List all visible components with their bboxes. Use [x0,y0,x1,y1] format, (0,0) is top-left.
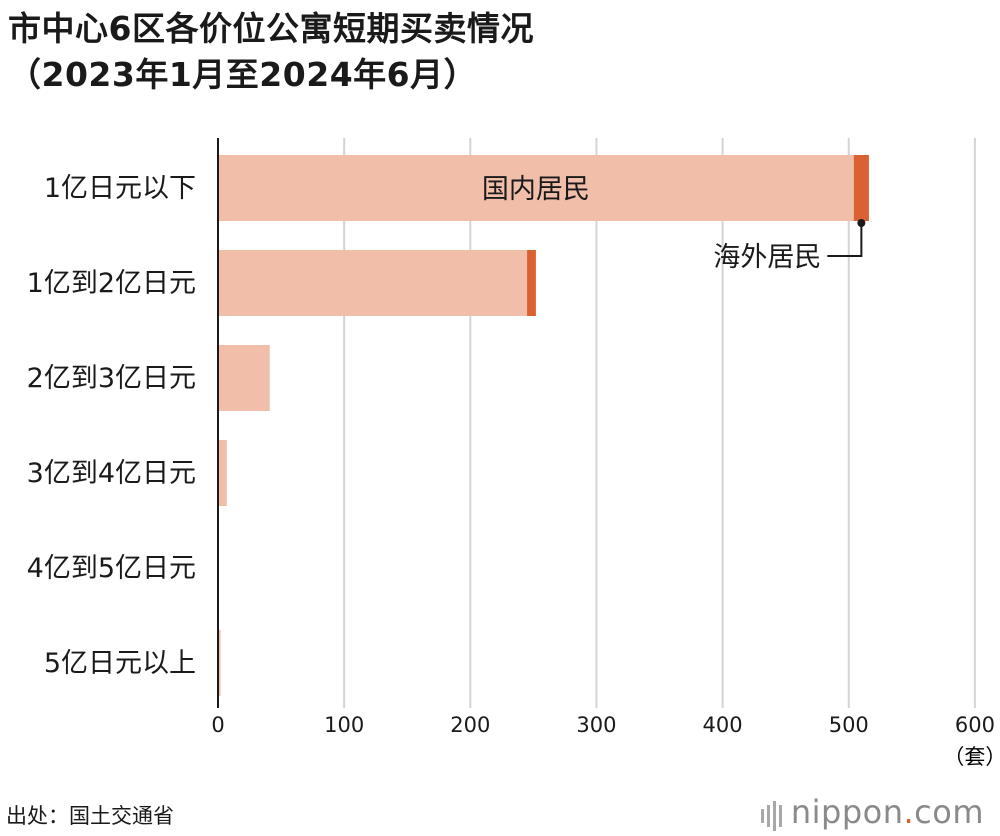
logo-dot: . [903,793,915,831]
x-tick-label: 100 [324,713,364,737]
bar-domestic [218,345,270,411]
gridlines [343,138,976,708]
logo-name: nippon [790,793,904,831]
x-tick-labels: 0 100 200 300 400 500 600 [211,713,995,737]
leader-dot [857,219,866,227]
bar-overseas [853,155,869,221]
bar-domestic [218,250,528,316]
x-axis-unit: （套） [943,745,1000,769]
x-tick-label: 200 [450,713,490,737]
series-label-overseas: 海外居民 [713,242,821,273]
stacked-bar-chart: 1亿日元以下 1亿到2亿日元 2亿到3亿日元 3亿到4亿日元 4亿到5亿日元 5亿日元以上… [27,138,1000,769]
x-tick-label: 0 [211,713,224,737]
title-line-1: 市中心6区各价位公寓短期买卖情况 [8,9,534,48]
x-tick-label: 600 [955,713,995,737]
bar-domestic [218,630,221,696]
x-tick-label: 400 [703,713,743,737]
leader-line [827,223,863,257]
category-label: 5亿日元以上 [44,648,196,679]
nippon-logo: nippon.com [760,793,984,833]
bars [218,155,869,696]
logo-domain: com [914,793,984,831]
chart-title: 市中心6区各价位公寓短期买卖情况 （2023年1月至2024年6月） [8,6,534,98]
category-label: 3亿到4亿日元 [27,458,196,489]
logo-mark-icon [760,795,785,833]
bar-overseas [527,250,536,316]
x-tick-label: 500 [829,713,869,737]
category-label: 2亿到3亿日元 [27,363,196,394]
category-labels: 1亿日元以下 1亿到2亿日元 2亿到3亿日元 3亿到4亿日元 4亿到5亿日元 5亿日元以上 [27,173,196,679]
title-line-2: （2023年1月至2024年6月） [8,55,478,94]
category-label: 1亿日元以下 [44,173,196,204]
bar-domestic [218,155,854,221]
source-note: 出处：国土交通省 [6,804,174,828]
category-label: 4亿到5亿日元 [27,553,196,584]
x-tick-label: 300 [576,713,616,737]
series-label-domestic: 国内居民 [482,174,590,205]
category-label: 1亿到2亿日元 [27,268,196,299]
bar-domestic [218,440,227,506]
